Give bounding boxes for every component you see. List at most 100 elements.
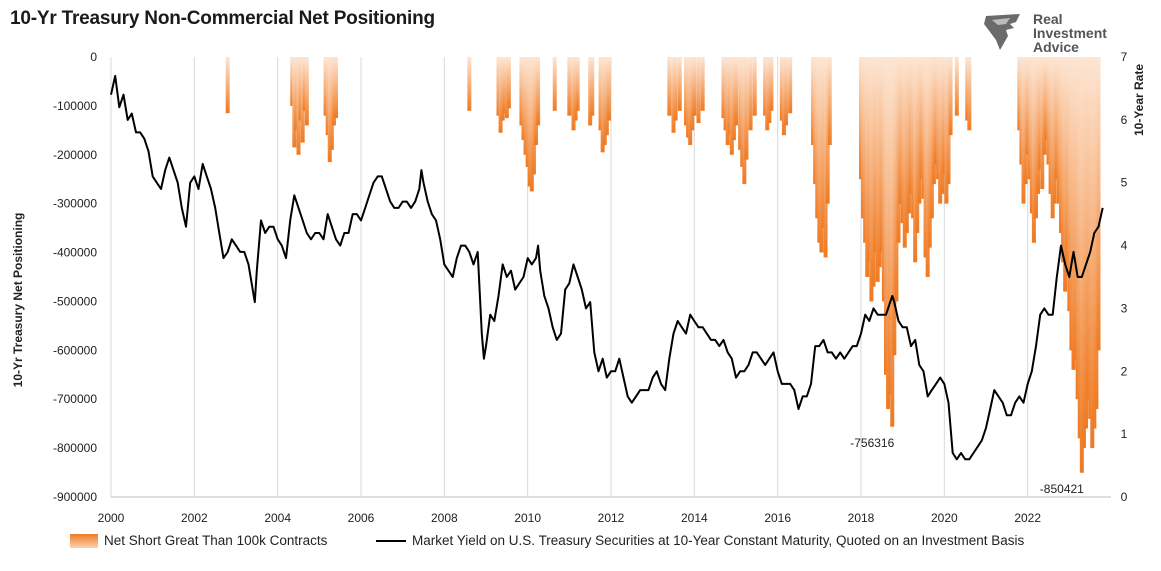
net-short-bar xyxy=(1086,57,1091,400)
y2-tick-label: 5 xyxy=(1121,176,1128,190)
net-short-bar xyxy=(915,57,920,233)
net-short-bar xyxy=(767,57,772,123)
net-short-bar xyxy=(575,57,580,111)
net-short-bar xyxy=(1059,57,1063,233)
net-short-bar xyxy=(721,57,726,119)
x-tick-label: 2004 xyxy=(264,511,291,525)
net-short-bar xyxy=(296,57,301,155)
net-short-bar xyxy=(1021,57,1026,204)
legend-label-yield: Market Yield on U.S. Treasury Securities… xyxy=(412,533,1025,548)
net-short-bar xyxy=(1036,57,1041,194)
net-short-bar xyxy=(890,57,895,427)
net-short-bar xyxy=(748,57,753,131)
net-short-bar xyxy=(734,57,738,126)
y2-tick-label: 1 xyxy=(1121,427,1128,441)
net-short-bar xyxy=(1079,57,1084,473)
net-short-bar xyxy=(867,57,872,263)
net-short-bar xyxy=(917,57,922,204)
net-short-bar xyxy=(894,57,899,302)
y-tick-label: -100000 xyxy=(53,99,97,113)
net-short-bar xyxy=(667,57,672,116)
net-short-bar xyxy=(700,57,705,111)
annotation-label: -756316 xyxy=(850,436,894,450)
x-tick-label: 2018 xyxy=(848,511,875,525)
net-short-bar xyxy=(929,57,934,219)
net-short-bar xyxy=(967,57,972,131)
net-short-bar xyxy=(871,57,876,287)
net-short-bar xyxy=(779,57,784,121)
y-axis-title: 10-Yr Treasury Net Positioning xyxy=(11,213,25,388)
net-short-bar xyxy=(531,57,536,175)
net-short-bar xyxy=(502,57,507,114)
net-short-bar xyxy=(290,57,295,106)
net-short-bar xyxy=(823,57,828,258)
net-short-bar xyxy=(1054,57,1059,180)
net-short-bar xyxy=(588,57,593,126)
y2-tick-label: 6 xyxy=(1121,113,1128,127)
net-short-bar xyxy=(325,57,330,136)
net-short-bar xyxy=(1025,57,1030,155)
net-short-bar xyxy=(865,57,870,277)
x-tick-label: 2012 xyxy=(598,511,625,525)
net-short-bar xyxy=(919,57,924,180)
net-short-bar xyxy=(927,57,932,248)
net-short-bar xyxy=(729,57,734,155)
net-short-bar xyxy=(859,57,863,180)
net-short-bar xyxy=(911,57,916,219)
net-short-bar xyxy=(304,57,309,126)
net-short-bar xyxy=(688,57,693,145)
net-short-bar xyxy=(931,57,936,185)
net-short-bar xyxy=(879,57,884,253)
net-short-bar xyxy=(913,57,918,263)
net-short-bar xyxy=(1029,57,1034,214)
net-short-bar xyxy=(536,57,541,126)
tick-labels: 2000 2002 2004 2006 2008 2010 2012 2014 2016 2018… xyxy=(53,50,1128,525)
net-short-bar xyxy=(723,57,728,131)
net-short-bar xyxy=(904,57,909,233)
net-short-bar xyxy=(898,57,903,204)
legend-swatch-orange xyxy=(70,533,98,548)
net-short-bar xyxy=(731,57,736,141)
net-short-bar xyxy=(875,57,880,282)
net-short-bar xyxy=(604,57,609,136)
net-short-bar xyxy=(1017,57,1022,131)
x-tick-label: 2016 xyxy=(764,511,791,525)
net-short-bar xyxy=(948,57,953,136)
net-short-bar xyxy=(1088,57,1093,419)
net-short-bar xyxy=(925,57,930,277)
net-short-bar xyxy=(738,57,743,150)
net-short-bar xyxy=(467,57,472,111)
net-short-bar xyxy=(769,57,774,111)
net-short-bar xyxy=(1081,57,1086,449)
net-short-bar xyxy=(1067,57,1072,312)
net-short-bar xyxy=(1061,57,1066,263)
chart-title: 10-Yr Treasury Non-Commercial Net Positi… xyxy=(10,8,435,29)
net-short-bars xyxy=(225,57,1101,473)
net-short-bar xyxy=(1034,57,1038,219)
y-tick-label: -800000 xyxy=(53,441,97,455)
net-short-bar xyxy=(944,57,949,204)
net-short-bar xyxy=(1042,57,1047,155)
y2-tick-label: 2 xyxy=(1121,364,1128,378)
logo-text: Real Investment Advice xyxy=(1033,11,1107,55)
net-short-bar xyxy=(877,57,882,268)
yield-line-layer xyxy=(110,74,1104,461)
net-short-bar xyxy=(892,57,897,356)
net-short-bar xyxy=(1094,57,1099,409)
net-short-bar xyxy=(1063,57,1068,292)
net-short-bar xyxy=(686,57,691,138)
net-short-bar xyxy=(534,57,538,145)
net-short-bar xyxy=(752,57,757,116)
net-short-bar xyxy=(817,57,822,243)
x-tick-label: 2010 xyxy=(514,511,541,525)
y2-tick-label: 7 xyxy=(1121,50,1128,64)
net-short-bar xyxy=(884,57,888,375)
net-short-bar xyxy=(323,57,328,116)
net-short-bar xyxy=(765,57,770,131)
net-short-bar xyxy=(1048,57,1053,194)
net-short-bar xyxy=(811,57,816,145)
net-short-bar xyxy=(1023,57,1028,185)
legend: Net Short Great Than 100k Contracts Mark… xyxy=(0,530,1161,554)
annotations: -756316 -850421 xyxy=(850,436,1084,496)
y2-axis-title: 10-Year Rate xyxy=(1132,64,1146,136)
